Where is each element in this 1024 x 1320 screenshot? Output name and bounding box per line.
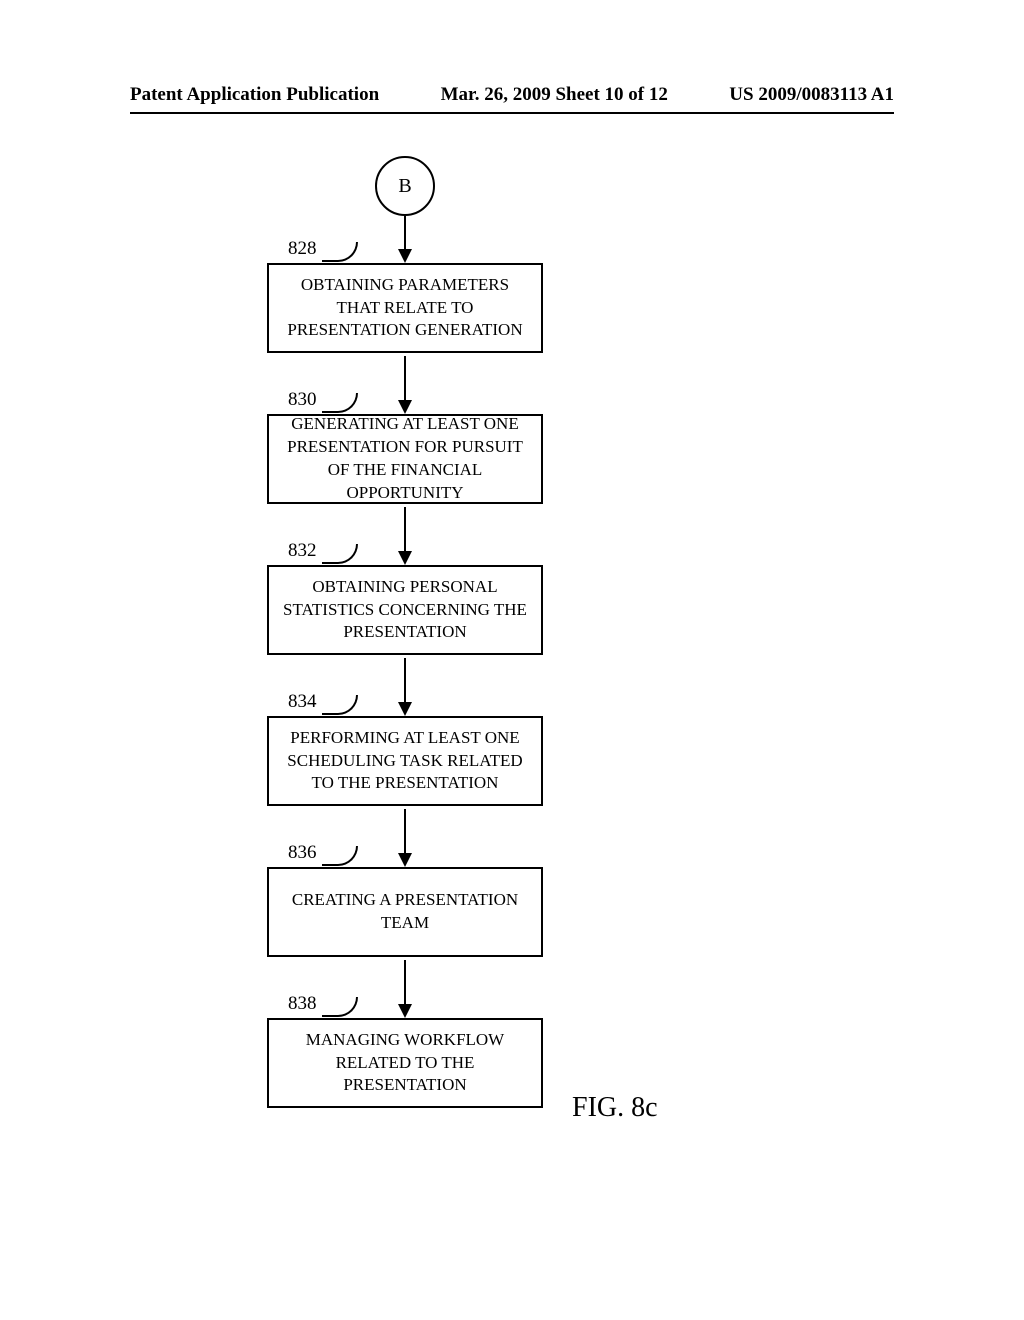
process-box: GENERATING AT LEAST ONE PRESENTATION FOR… (267, 414, 543, 504)
header-left: Patent Application Publication (130, 84, 379, 106)
reference-leader-icon (322, 544, 358, 564)
process-box: OBTAINING PARAMETERS THAT RELATE TO PRES… (267, 263, 543, 353)
header-rule (130, 112, 894, 114)
figure-label: FIG. 8c (572, 1092, 658, 1124)
arrow-line (404, 356, 406, 400)
page-header: Patent Application Publication Mar. 26, … (0, 84, 1024, 106)
reference-leader-icon (322, 846, 358, 866)
arrow-line (404, 216, 406, 249)
process-box: CREATING A PRESENTATION TEAM (267, 867, 543, 957)
reference-leader-icon (322, 242, 358, 262)
arrow-head-icon (398, 1004, 412, 1018)
header-right: US 2009/0083113 A1 (729, 84, 894, 106)
reference-number: 832 (288, 540, 317, 562)
reference-leader-icon (322, 695, 358, 715)
arrow-line (404, 960, 406, 1004)
arrow-line (404, 809, 406, 853)
arrow-line (404, 507, 406, 551)
reference-number: 836 (288, 842, 317, 864)
process-box: MANAGING WORKFLOW RELATED TO THE PRESENT… (267, 1018, 543, 1108)
arrow-head-icon (398, 853, 412, 867)
arrow-head-icon (398, 249, 412, 263)
reference-number: 838 (288, 993, 317, 1015)
reference-leader-icon (322, 997, 358, 1017)
reference-leader-icon (322, 393, 358, 413)
reference-number: 830 (288, 389, 317, 411)
arrow-head-icon (398, 400, 412, 414)
process-box: OBTAINING PERSONAL STATISTICS CONCERNING… (267, 565, 543, 655)
arrow-head-icon (398, 551, 412, 565)
process-box: PERFORMING AT LEAST ONE SCHEDULING TASK … (267, 716, 543, 806)
header-center: Mar. 26, 2009 Sheet 10 of 12 (441, 84, 668, 106)
start-node: B (375, 156, 435, 216)
reference-number: 828 (288, 238, 317, 260)
arrow-line (404, 658, 406, 702)
reference-number: 834 (288, 691, 317, 713)
arrow-head-icon (398, 702, 412, 716)
